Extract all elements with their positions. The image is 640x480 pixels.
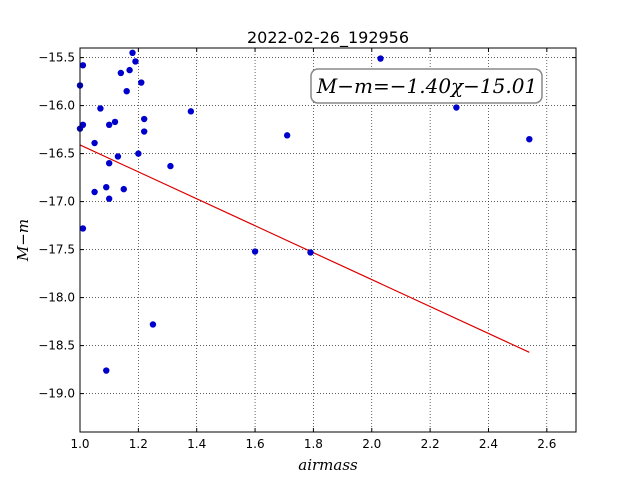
annotation-box: M−m=−1.40χ−15.01 [310,68,543,104]
axis-ticks [79,48,576,432]
data-point [377,55,384,62]
data-point [79,225,87,232]
data-point [105,160,113,167]
y-tick-label: −18.0 [38,291,75,305]
data-point [251,248,259,255]
data-point [140,115,148,123]
grid-lines [79,48,576,432]
data-point [103,367,110,374]
chart-title: 2022-02-26_192956 [247,28,409,48]
y-tick-label: −18.5 [38,339,75,353]
data-point [126,66,133,74]
y-tick-label: −16.0 [38,99,75,113]
data-point [187,108,195,115]
x-tick-label: 1.6 [246,437,265,451]
x-axis-label: airmass [298,456,358,474]
y-tick-label: −19.0 [38,387,75,401]
x-tick-label: 1.0 [70,437,89,451]
y-axis-label: M−m [14,219,32,262]
data-point [105,195,113,202]
y-tick-label: −15.5 [38,51,75,65]
plot-frame [79,47,577,433]
data-point [138,79,145,86]
data-point [114,153,122,160]
x-tick-label: 2.2 [421,437,440,451]
data-point [135,150,142,157]
annotation-frame [310,68,543,104]
fit-line [79,144,530,353]
data-point [283,132,291,139]
data-point [149,321,157,328]
data-point [117,69,125,77]
data-point [307,249,314,256]
data-point [526,136,533,143]
data-point [97,105,104,112]
data-point [79,121,87,128]
x-tick-label: 2.6 [537,437,556,451]
data-points [76,49,533,374]
x-tick-label: 1.8 [304,437,323,451]
data-point [91,188,98,196]
data-point [453,104,460,111]
y-tick-label: −17.0 [38,195,75,209]
data-point [167,162,174,170]
data-point [123,88,130,95]
data-point [132,58,139,65]
x-tick-label: 1.2 [129,437,148,451]
x-tick-label: 2.0 [362,437,381,451]
data-point [91,139,98,147]
data-point [79,62,87,69]
data-point [111,118,119,126]
x-tick-label: 1.4 [187,437,206,451]
x-tick-label: 2.4 [479,437,498,451]
tick-labels: 1.0 1.2 1.4 1.6 1.8 2.0 2.2 2.4 2.6 −15.5 −16.0 −16… [38,51,556,451]
data-point [103,184,110,191]
data-point [120,185,127,193]
data-point [129,49,136,56]
y-tick-label: −17.5 [38,243,75,257]
data-point [105,121,113,128]
annotation-equation: M−m=−1.40χ−15.01 [316,74,537,98]
fit-line-layer [79,144,530,353]
data-point [140,128,148,135]
y-tick-label: −16.5 [38,147,75,161]
